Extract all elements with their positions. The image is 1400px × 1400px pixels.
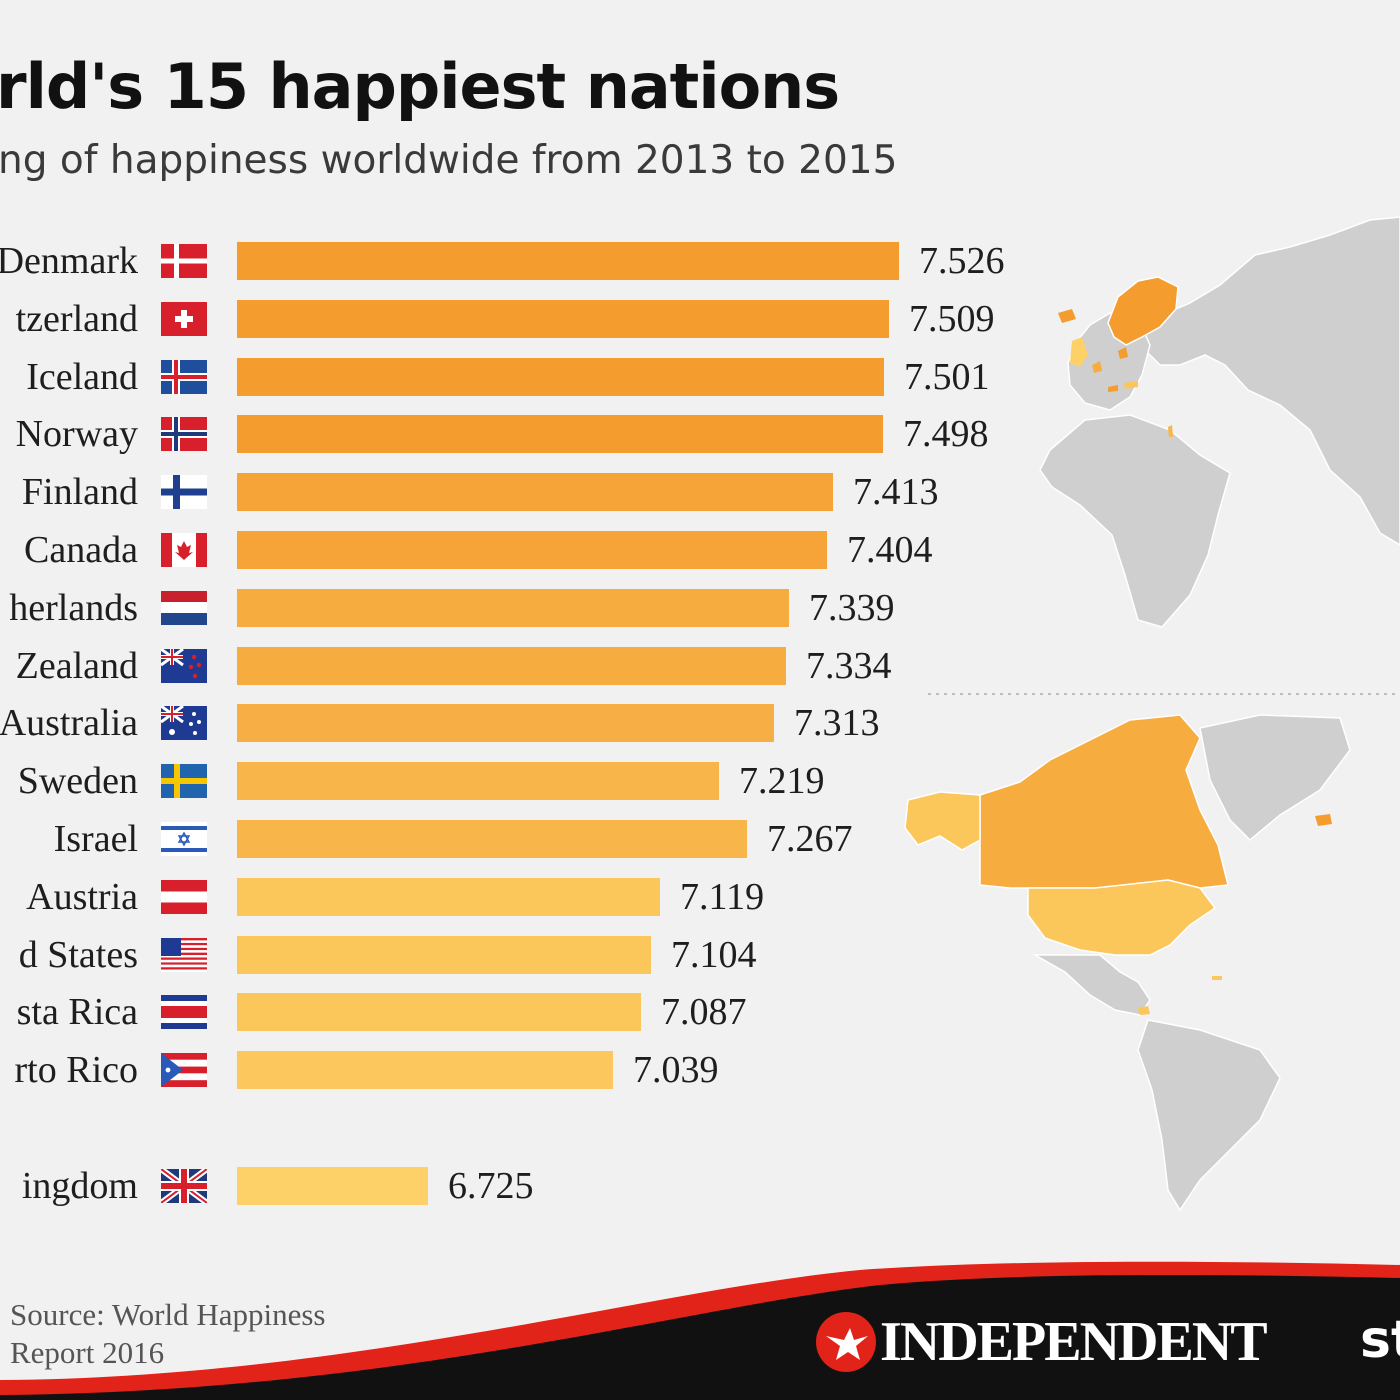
bar <box>237 415 883 454</box>
value-label: 7.087 <box>661 991 747 1034</box>
value-label: 7.334 <box>806 644 892 687</box>
map-austria-highlight <box>1124 381 1138 389</box>
map-africa-land <box>1039 414 1231 628</box>
canada-flag-icon <box>161 533 207 567</box>
map-alaska-highlight <box>904 791 981 851</box>
puerto-rico-flag-icon <box>161 1053 207 1088</box>
map-usa-highlight <box>1027 879 1217 956</box>
value-label: 7.509 <box>909 297 995 340</box>
bar <box>237 820 747 858</box>
map-mexico-central-land <box>1032 954 1151 1016</box>
bar <box>237 993 641 1032</box>
bar <box>237 588 789 627</box>
map-asia-land <box>1139 216 1400 546</box>
united-states-flag-icon <box>161 937 207 972</box>
category-label: d States <box>18 933 138 976</box>
sweden-flag-icon <box>161 764 207 799</box>
map-canada-highlight <box>979 714 1229 889</box>
category-label: Norway <box>15 413 138 456</box>
value-label: 7.104 <box>671 933 757 976</box>
map-israel-highlight <box>1168 425 1173 437</box>
bar <box>237 299 889 338</box>
australia-flag-icon <box>160 705 207 741</box>
value-label: 7.526 <box>919 240 1005 282</box>
map-south-america-land <box>1137 1019 1281 1212</box>
value-label: 6.725 <box>448 1165 534 1207</box>
category-label: Denmark <box>0 240 138 282</box>
category-label: herlands <box>9 586 138 629</box>
value-label: 7.339 <box>809 586 895 629</box>
map-iceland-edge-highlight <box>1315 814 1332 826</box>
bar <box>237 646 786 685</box>
map-switzerland-highlight <box>1108 385 1118 392</box>
category-label: sta Rica <box>16 991 138 1034</box>
bar <box>237 762 719 801</box>
footer-band <box>0 1261 1400 1400</box>
netherlands-flag-icon <box>161 590 207 625</box>
map-europe-asia-africa <box>1039 216 1400 628</box>
value-label: 7.039 <box>633 1049 719 1092</box>
category-label: Austria <box>26 875 138 918</box>
source-line-1: Source: World Happiness <box>10 1297 326 1332</box>
norway-flag-icon <box>161 417 207 452</box>
value-label: 7.413 <box>853 471 939 514</box>
source-note: Source: World Happiness Report 2016 <box>10 1296 390 1372</box>
category-label: Zealand <box>15 644 138 687</box>
map-iceland-highlight <box>1058 309 1076 323</box>
category-label: Canada <box>24 529 138 571</box>
united-kingdom-flag-icon <box>159 1166 209 1206</box>
map-greenland-land <box>1199 714 1351 842</box>
category-label: Sweden <box>17 760 138 803</box>
value-label: 7.267 <box>767 818 853 860</box>
map-costa-rica-highlight <box>1138 1006 1150 1015</box>
footer-black-wave <box>0 1274 1400 1400</box>
finland-flag-icon <box>161 475 207 510</box>
partner-logo-text: st <box>1360 1310 1400 1370</box>
map-puerto-rico-highlight <box>1212 976 1222 980</box>
map-uk-highlight <box>1070 337 1088 367</box>
value-label: 7.219 <box>739 760 825 803</box>
map-nordic-highlight <box>1107 276 1179 346</box>
bar <box>237 357 884 396</box>
bar <box>237 1051 613 1090</box>
category-label: Australia <box>0 702 138 745</box>
denmark-flag-icon <box>161 244 207 278</box>
bar <box>237 877 660 916</box>
value-label: 7.501 <box>904 355 990 398</box>
map-divider <box>928 693 1400 695</box>
value-label: 7.119 <box>680 875 765 918</box>
category-label: ingdom <box>21 1165 138 1207</box>
map-denmark-highlight <box>1118 347 1128 359</box>
independent-logo-text: INDEPENDENT <box>880 1311 1268 1373</box>
austria-flag-icon <box>161 879 207 914</box>
value-label: 7.498 <box>903 413 989 456</box>
bar <box>237 1167 428 1205</box>
source-line-2: Report 2016 <box>10 1335 165 1370</box>
category-label: Israel <box>53 818 138 860</box>
category-label: Iceland <box>26 355 138 398</box>
value-label: 7.313 <box>794 702 880 745</box>
map-americas <box>904 714 1351 1212</box>
costa-rica-flag-icon <box>161 995 207 1030</box>
map-netherlands-highlight <box>1092 361 1102 373</box>
bar <box>237 531 827 569</box>
category-label: tzerland <box>15 297 138 340</box>
bar <box>237 242 899 280</box>
new-zealand-flag-icon <box>160 647 207 683</box>
category-label: rto Rico <box>14 1049 138 1092</box>
bar <box>237 704 774 743</box>
israel-flag-icon <box>161 822 207 856</box>
switzerland-flag-icon <box>161 301 207 336</box>
independent-eagle-icon <box>816 1312 876 1372</box>
category-label: Finland <box>21 471 138 514</box>
bar <box>237 935 651 974</box>
chart-subtitle: ng of happiness worldwide from 2013 to 2… <box>0 138 898 183</box>
value-label: 7.404 <box>847 529 933 571</box>
bar <box>237 473 833 512</box>
iceland-flag-icon <box>161 359 207 394</box>
chart-title: rld's 15 happiest nations <box>0 50 840 123</box>
